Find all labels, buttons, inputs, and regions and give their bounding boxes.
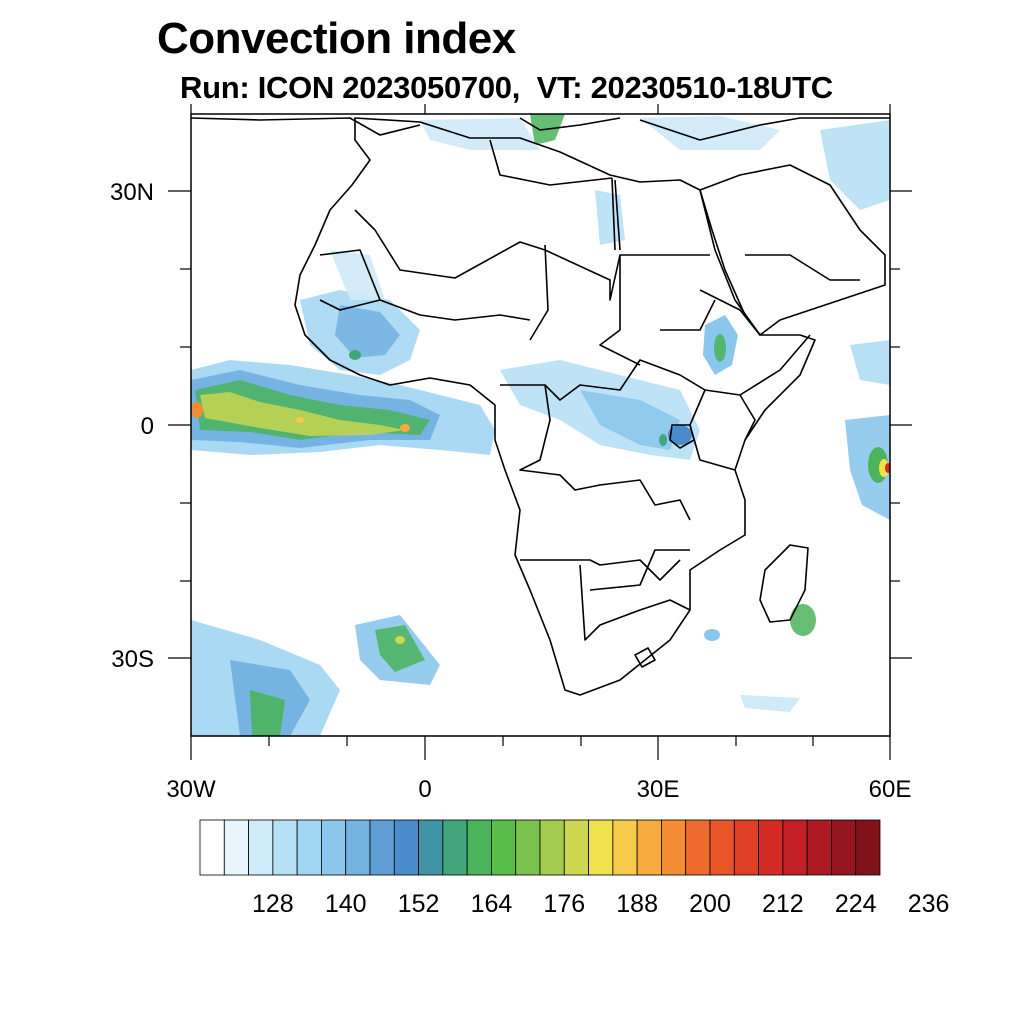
field-southwest-green [250, 690, 285, 736]
field-madagascar-light [704, 629, 720, 641]
field-central-africa-core [580, 390, 680, 450]
colorbar-box [369, 819, 395, 876]
field-indian-ocean [845, 415, 890, 520]
field-ethiopia-green [714, 334, 726, 362]
lon-label-30e: 30E [637, 776, 680, 803]
colorbar-box [248, 819, 274, 876]
border-south [520, 549, 691, 641]
field-atlantic-orange-1 [191, 402, 203, 418]
field-lake-victoria [668, 425, 692, 445]
field-lake-green [659, 434, 667, 446]
border-sahel [354, 209, 710, 301]
field-libya [595, 190, 625, 245]
colorbar-box [515, 819, 541, 876]
lake-victoria-outline [669, 424, 695, 449]
colorbar-box [806, 819, 832, 876]
colorbar-label: 200 [689, 890, 731, 918]
field-med-light [420, 118, 540, 150]
border-sudan [599, 177, 716, 366]
colorbar-box [831, 819, 857, 876]
colorbar-label: 212 [762, 890, 804, 918]
arabia-coastline [699, 164, 886, 336]
coastlines-and-borders [191, 117, 890, 696]
lon-label-60e: 60E [869, 776, 912, 803]
field-cyclone-yellow [879, 459, 889, 477]
colorbar-box [563, 819, 589, 876]
colorbar-label: 152 [398, 890, 440, 918]
colorbar-box [491, 819, 517, 876]
colorbar-box [855, 819, 881, 876]
colorbar-box [199, 819, 225, 876]
border-east [699, 254, 860, 441]
colorbar-box [636, 819, 662, 876]
colorbar-box [393, 819, 419, 876]
colorbar-box [782, 819, 808, 876]
colorbar-label: 176 [543, 890, 585, 918]
field-west-africa-green [349, 350, 361, 360]
colorbar-box [709, 819, 735, 876]
border-congo [519, 384, 691, 521]
field-atlantic-orange-2 [400, 424, 410, 432]
colorbar-label: 236 [908, 890, 950, 918]
axis-ticks [168, 104, 912, 760]
lat-label-30n: 30N [110, 179, 154, 206]
chart-subtitle: Run: ICON 2023050700, VT: 20230510-18UTC [180, 70, 833, 105]
colorbar-box [612, 819, 638, 876]
colorbar-box [661, 819, 687, 876]
field-east-med [640, 116, 780, 150]
field-south-atlantic-core [375, 625, 425, 672]
colorbar-labels: 128 140 152 164 176 188 200 212 224 236 [252, 890, 949, 918]
colorbar-label: 224 [835, 890, 877, 918]
lon-label-0: 0 [418, 776, 431, 803]
colorbar-box [539, 819, 565, 876]
border-west [319, 249, 531, 321]
colorbar-label: 140 [325, 890, 367, 918]
border-north [489, 139, 621, 341]
field-arabia-north [820, 120, 890, 210]
colorbar-box [223, 819, 249, 876]
colorbar-box [685, 819, 711, 876]
colorbar-label: 164 [471, 890, 513, 918]
lon-label-30w: 30W [166, 776, 216, 803]
colorbar-label: 188 [616, 890, 658, 918]
colorbar-box [758, 819, 784, 876]
field-morocco [330, 250, 385, 300]
lesotho-outline [634, 647, 656, 668]
europe-coastline [191, 117, 890, 141]
field-atlantic-orange-3 [296, 417, 304, 423]
colorbar [199, 819, 881, 876]
field-south-atlantic-yellow [395, 636, 405, 644]
colorbar-box [466, 819, 492, 876]
colorbar-box [418, 819, 444, 876]
colorbar-box [345, 819, 371, 876]
field-madagascar-east [790, 604, 816, 636]
colorbar-box [272, 819, 298, 876]
convection-field [191, 114, 890, 736]
lat-label-30s: 30S [111, 646, 154, 673]
colorbar-box [733, 819, 759, 876]
colorbar-box [442, 819, 468, 876]
madagascar-coastline [759, 544, 809, 623]
colorbar-box [588, 819, 614, 876]
colorbar-box [296, 819, 322, 876]
lat-label-0: 0 [141, 413, 154, 440]
field-west-africa-core [335, 305, 400, 358]
field-somalia [850, 340, 890, 385]
field-south-indian [740, 695, 800, 712]
field-cyclone-red [885, 463, 890, 473]
chart-title: Convection index [157, 14, 516, 63]
field-atlantic-yellow [200, 392, 405, 436]
colorbar-label: 128 [252, 890, 294, 918]
colorbar-box [321, 819, 347, 876]
